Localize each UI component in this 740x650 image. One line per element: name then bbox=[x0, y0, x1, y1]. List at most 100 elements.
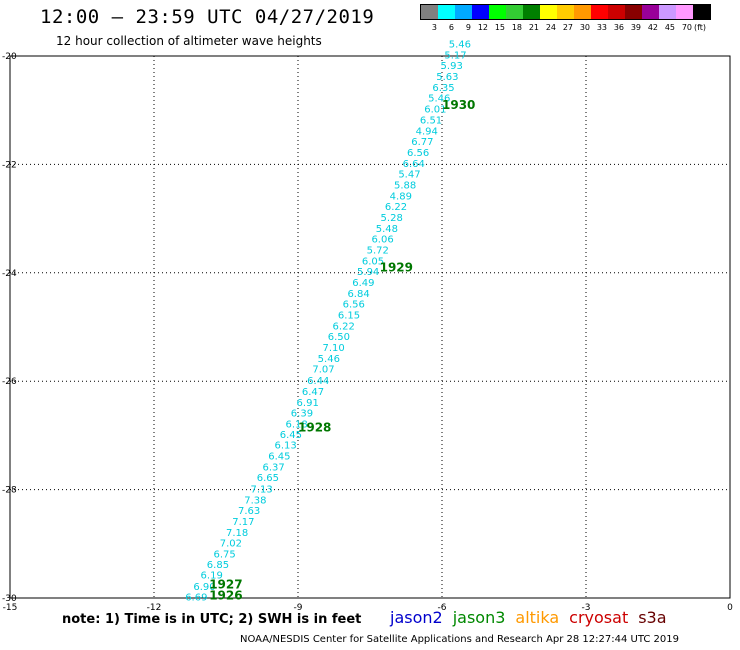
legend-swatch bbox=[659, 5, 676, 19]
legend-label: 45 bbox=[664, 23, 675, 32]
legend-swatch bbox=[472, 5, 489, 19]
time-label: 1927 bbox=[209, 577, 242, 591]
legend-swatch bbox=[693, 5, 710, 19]
legend-swatch bbox=[676, 5, 693, 19]
x-tick-label: -3 bbox=[582, 603, 591, 613]
legend-label: 6 bbox=[448, 23, 454, 32]
time-label: 1928 bbox=[298, 420, 331, 434]
wave-height-point: 6.45 bbox=[268, 451, 290, 462]
legend-swatch bbox=[591, 5, 608, 19]
wave-height-point: 6.01 bbox=[424, 105, 446, 116]
legend-swatch bbox=[421, 5, 438, 19]
chart-title: 12:00 – 23:59 UTC 04/27/2019 bbox=[40, 6, 375, 28]
wave-height-point: 6.85 bbox=[207, 560, 229, 571]
legend-label: 9 bbox=[465, 23, 471, 32]
wave-height-point: 6.56 bbox=[407, 148, 429, 159]
wave-height-point: 5.93 bbox=[441, 61, 463, 72]
footer-note: note: 1) Time is in UTC; 2) SWH is in fe… bbox=[62, 612, 362, 627]
time-label: 1929 bbox=[380, 260, 413, 274]
wave-height-point: 6.37 bbox=[262, 462, 284, 473]
legend-swatch bbox=[642, 5, 659, 19]
legend-label: 3 bbox=[431, 23, 437, 32]
y-tick-label: -26 bbox=[2, 377, 17, 387]
credit-line: NOAA/NESDIS Center for Satellite Applica… bbox=[240, 634, 679, 645]
wave-height-point: 5.63 bbox=[436, 72, 458, 83]
x-tick-label: -9 bbox=[294, 603, 303, 613]
wave-height-point: 7.17 bbox=[232, 517, 254, 528]
legend-swatch bbox=[438, 5, 455, 19]
legend-swatch bbox=[574, 5, 591, 19]
x-tick-label: 0 bbox=[727, 603, 733, 613]
legend-swatch bbox=[506, 5, 523, 19]
legend-unit: (ft) bbox=[694, 23, 707, 32]
color-legend: 3 6 9 12 15 18 21 24 27 30 33 36 39 42 45 70 (ft) bbox=[420, 4, 711, 32]
satellite-name-cryosat: cryosat bbox=[569, 608, 629, 627]
time-label: 1926 bbox=[209, 588, 242, 602]
legend-labels: 3 6 9 12 15 18 21 24 27 30 33 36 39 42 45 70 (ft) bbox=[420, 23, 711, 32]
legend-swatch bbox=[523, 5, 540, 19]
wave-height-point: 6.51 bbox=[420, 115, 442, 126]
legend-swatch bbox=[489, 5, 506, 19]
wave-height-point: 5.46 bbox=[318, 354, 340, 365]
wave-height-point: 6.05 bbox=[362, 256, 384, 267]
wave-height-point: 7.18 bbox=[226, 528, 248, 539]
legend-label: 18 bbox=[511, 23, 522, 32]
wave-height-point: 6.45 bbox=[280, 430, 302, 441]
x-tick-label: -12 bbox=[147, 603, 162, 613]
legend-label: 27 bbox=[562, 23, 573, 32]
legend-label: 33 bbox=[596, 23, 607, 32]
y-tick-label: -30 bbox=[2, 594, 17, 604]
wave-height-point: 5.94 bbox=[357, 267, 379, 278]
legend-swatch bbox=[557, 5, 574, 19]
legend-label: 39 bbox=[630, 23, 641, 32]
wave-height-point: 5.46 bbox=[428, 94, 450, 105]
wave-height-point: 5.28 bbox=[381, 213, 403, 224]
wave-height-point: 6.22 bbox=[385, 202, 407, 213]
x-tick-label: -15 bbox=[3, 603, 18, 613]
wave-height-point: 6.44 bbox=[307, 376, 329, 387]
wave-height-point: 5.88 bbox=[394, 180, 416, 191]
legend-label: 70 bbox=[681, 23, 692, 32]
wave-height-point: 6.77 bbox=[411, 137, 433, 148]
legend-label: 36 bbox=[613, 23, 624, 32]
wave-height-point: 5.48 bbox=[376, 224, 398, 235]
legend-swatch bbox=[540, 5, 557, 19]
satellite-name-jason3: jason3 bbox=[452, 608, 506, 627]
wave-height-point: 5.17 bbox=[444, 50, 466, 61]
wave-height-point: 6.15 bbox=[338, 311, 360, 322]
legend-swatches bbox=[420, 4, 711, 20]
wave-height-point: 6.64 bbox=[403, 159, 425, 170]
wave-height-point: 4.89 bbox=[390, 191, 412, 202]
wave-height-point: 6.84 bbox=[347, 289, 369, 300]
legend-swatch bbox=[455, 5, 472, 19]
wave-height-point: 6.39 bbox=[291, 409, 313, 420]
wave-height-point: 5.72 bbox=[367, 245, 389, 256]
wave-height-point: 5.47 bbox=[398, 170, 420, 181]
y-tick-label: -20 bbox=[2, 52, 17, 62]
wave-height-point: 6.75 bbox=[214, 550, 236, 561]
time-label: 1930 bbox=[442, 98, 475, 112]
satellite-legend: jason2 jason3 altika cryosat s3a bbox=[390, 608, 677, 627]
wave-height-point: 6.35 bbox=[432, 83, 454, 94]
wave-height-point: 6.91 bbox=[297, 398, 319, 409]
y-tick-label: -28 bbox=[2, 486, 17, 496]
legend-label: 15 bbox=[494, 23, 505, 32]
y-tick-label: -22 bbox=[2, 160, 17, 170]
satellite-name-jason2: jason2 bbox=[390, 608, 443, 627]
wave-height-point: 7.13 bbox=[250, 485, 272, 496]
wave-height-point: 7.07 bbox=[312, 365, 334, 376]
wave-height-point: 6.47 bbox=[302, 387, 324, 398]
wave-height-point: 5.46 bbox=[449, 40, 471, 51]
legend-label: 24 bbox=[545, 23, 556, 32]
satellite-name-altika: altika bbox=[515, 608, 560, 627]
wave-height-point: 6.69 bbox=[185, 592, 207, 603]
wave-height-point: 7.63 bbox=[238, 506, 260, 517]
x-tick-label: -6 bbox=[438, 603, 447, 613]
chart-subtitle: 12 hour collection of altimeter wave hei… bbox=[56, 34, 322, 48]
legend-label: 12 bbox=[477, 23, 488, 32]
wave-height-point: 6.06 bbox=[371, 235, 393, 246]
satellite-name-s3a: s3a bbox=[638, 608, 667, 627]
wave-height-point: 6.49 bbox=[352, 278, 374, 289]
legend-label: 30 bbox=[579, 23, 590, 32]
